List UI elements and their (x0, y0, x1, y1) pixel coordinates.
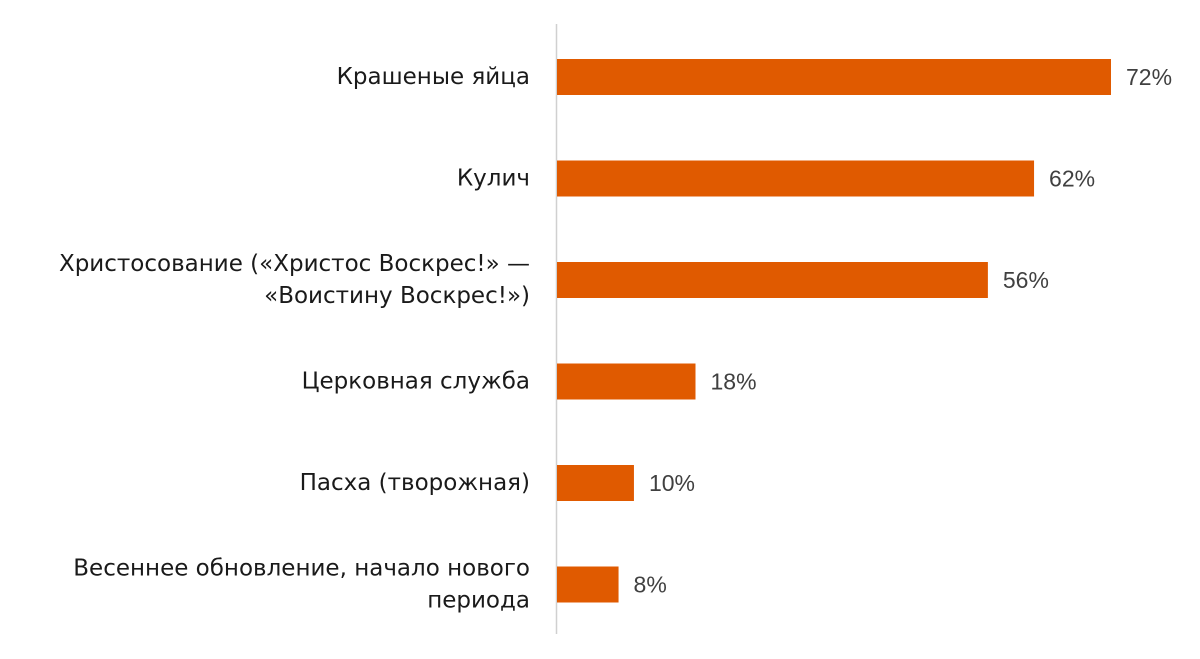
category-label-line: Церковная служба (302, 369, 530, 395)
bar-3 (557, 363, 696, 400)
bar-0 (557, 59, 1111, 95)
category-label-4: Пасха (творожная) (300, 470, 530, 496)
category-label-line: Христосование («Христос Воскрес!» — (59, 251, 530, 277)
category-label-line: Кулич (457, 166, 530, 192)
category-label-line: периода (427, 588, 530, 614)
value-label-4: 10% (649, 470, 695, 496)
value-label-2: 56% (1003, 267, 1049, 293)
category-label-line: Крашеные яйца (337, 64, 530, 90)
bar-1 (557, 160, 1035, 197)
value-label-3: 18% (711, 369, 757, 395)
category-label-3: Церковная служба (302, 369, 530, 395)
bar-2 (557, 262, 988, 298)
category-label-line: Весеннее обновление, начало нового (73, 556, 530, 582)
value-label-0: 72% (1126, 64, 1172, 90)
category-label-0: Крашеные яйца (337, 64, 530, 90)
category-label-1: Кулич (457, 166, 530, 192)
bar-4 (557, 465, 634, 501)
bar-5 (557, 566, 619, 603)
category-label-line: Пасха (творожная) (300, 470, 530, 496)
value-labels-group: 72% 62% 56% 18% 10% 8% (634, 64, 1172, 598)
category-label-5: Весеннее обновление, начало нового период… (73, 556, 530, 614)
category-labels-group: Крашеные яйца Кулич Христосование («Христо… (59, 64, 530, 614)
bars-group (557, 59, 1111, 603)
category-label-2: Христосование («Христос Воскрес!» — «Воис… (59, 251, 530, 309)
value-label-1: 62% (1049, 166, 1095, 192)
value-label-5: 8% (634, 572, 667, 598)
category-label-line: «Воистину Воскрес!») (264, 283, 530, 309)
